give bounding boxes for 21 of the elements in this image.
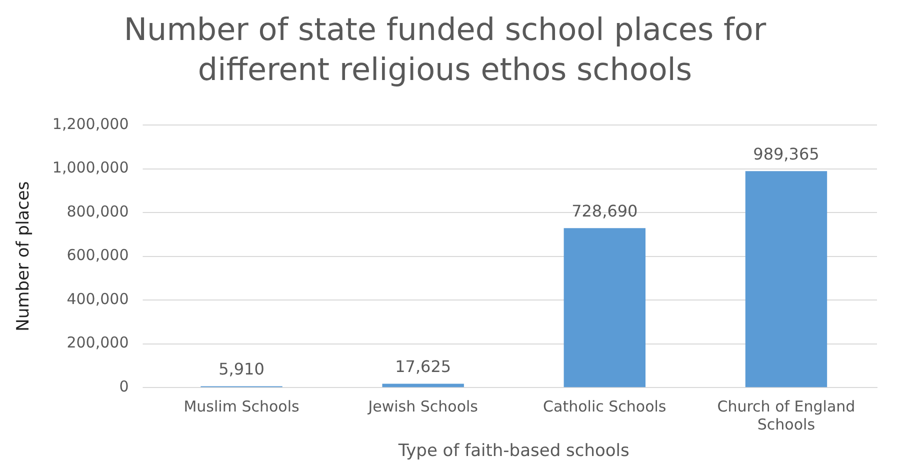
y-tick-label: 1,000,000 — [52, 158, 129, 177]
bar — [745, 171, 828, 388]
data-label: 728,690 — [572, 201, 638, 220]
y-axis-title: Number of places — [14, 181, 34, 332]
data-label: 989,365 — [753, 144, 820, 164]
x-tick-label: Church of England Schools — [717, 397, 856, 434]
y-tick-label: 400,000 — [66, 290, 129, 308]
y-tick-label: 600,000 — [66, 246, 129, 264]
x-tick-label: Jewish Schools — [367, 397, 478, 416]
chart-title: Number of state funded school places for different religious ethos schools — [122, 11, 768, 90]
bar — [382, 384, 464, 388]
data-label: 5,910 — [218, 359, 264, 378]
y-tick-label: 1,200,000 — [52, 114, 129, 133]
y-tick-label: 200,000 — [66, 334, 129, 352]
y-tick-label: 800,000 — [66, 202, 129, 220]
x-tick-label: Muslim Schools — [184, 397, 300, 416]
data-label: 17,625 — [395, 356, 452, 376]
x-tick-label: Catholic Schools — [543, 397, 666, 416]
bar — [564, 228, 646, 388]
x-axis-title: Type of faith-based schools — [397, 441, 630, 462]
y-tick-label: 0 — [119, 377, 129, 396]
